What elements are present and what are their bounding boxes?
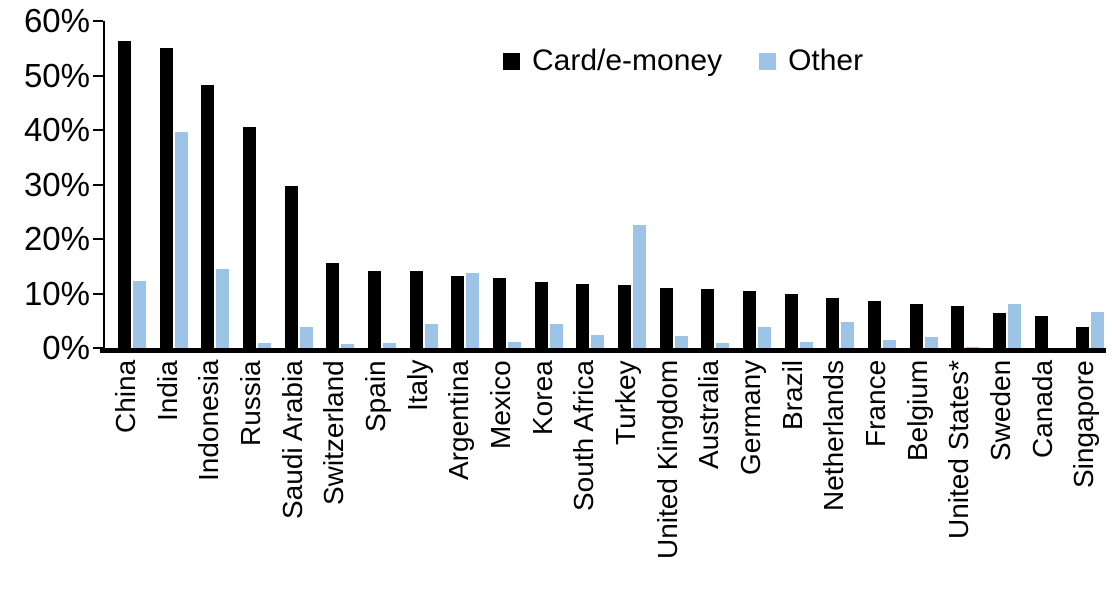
y-axis-tick-0 bbox=[93, 347, 103, 349]
x-axis-label-india: India bbox=[151, 360, 183, 421]
y-axis bbox=[103, 21, 105, 353]
bar-card-e-money-spain bbox=[368, 270, 381, 348]
bar-card-e-money-mexico bbox=[493, 277, 506, 348]
x-axis-label-netherlands: Netherlands bbox=[818, 360, 850, 511]
bar-other-argentina bbox=[466, 273, 480, 348]
x-axis-label-brazil: Brazil bbox=[776, 359, 808, 430]
bar-other-australia bbox=[716, 343, 730, 348]
y-axis-label-30: 30% bbox=[23, 165, 90, 203]
bar-other-brazil bbox=[799, 342, 813, 348]
bar-card-e-money-china bbox=[118, 41, 131, 348]
x-axis-label-germany: Germany bbox=[734, 359, 766, 475]
bar-other-sweden bbox=[1008, 304, 1021, 348]
bar-card-e-money-indonesia bbox=[201, 84, 215, 348]
bar-card-e-money-korea bbox=[534, 282, 548, 348]
bar-other-united-kingdom bbox=[674, 335, 688, 348]
bar-other-belgium bbox=[924, 336, 938, 348]
bar-other-saudi-arabia bbox=[299, 326, 313, 348]
bar-card-e-money-france bbox=[868, 301, 881, 348]
y-axis-tick-50 bbox=[93, 74, 103, 77]
legend-label-other: Other bbox=[788, 44, 864, 77]
y-axis-label-50: 50% bbox=[23, 56, 90, 94]
bar-card-e-money-switzerland bbox=[326, 263, 340, 348]
x-axis-label-united-states: United States* bbox=[943, 360, 975, 539]
x-axis-label-china: China bbox=[109, 359, 141, 433]
x-axis-label-italy: Italy bbox=[401, 359, 433, 411]
bar-other-mexico bbox=[508, 341, 521, 348]
y-axis-tick-40 bbox=[93, 129, 103, 131]
bar-card-e-money-brazil bbox=[784, 293, 798, 348]
x-axis-label-saudi-arabia: Saudi Arabia bbox=[276, 360, 308, 519]
bar-other-india bbox=[174, 131, 188, 348]
x-axis bbox=[100, 348, 1106, 353]
x-axis-label-australia: Australia bbox=[693, 360, 725, 469]
bar-card-e-money-australia bbox=[701, 289, 715, 348]
bar-card-e-money-belgium bbox=[909, 303, 923, 348]
bar-other-china bbox=[133, 281, 146, 348]
legend: Card/e-money Other bbox=[503, 44, 863, 78]
bar-other-france bbox=[883, 340, 896, 348]
bar-card-e-money-united-states bbox=[951, 305, 965, 348]
x-axis-label-spain: Spain bbox=[359, 360, 391, 432]
card-e-money-swatch-icon bbox=[503, 52, 520, 70]
bar-card-e-money-canada bbox=[1034, 315, 1048, 348]
x-axis-label-korea: Korea bbox=[526, 360, 558, 435]
bar-card-e-money-russia bbox=[243, 127, 256, 348]
bar-card-e-money-argentina bbox=[451, 275, 465, 348]
x-axis-label-canada: Canada bbox=[1026, 359, 1058, 458]
bar-other-united-states bbox=[966, 346, 980, 348]
x-axis-label-sweden: Sweden bbox=[984, 359, 1016, 461]
bar-card-e-money-india bbox=[159, 48, 173, 349]
bar-other-indonesia bbox=[216, 269, 230, 348]
bar-other-south-africa bbox=[591, 334, 605, 348]
bar-other-spain bbox=[383, 343, 396, 348]
bar-other-netherlands bbox=[841, 322, 855, 348]
x-axis-label-singapore: Singapore bbox=[1068, 360, 1100, 488]
other-swatch-icon bbox=[759, 52, 777, 70]
bar-card-e-money-turkey bbox=[618, 285, 631, 348]
bar-card-e-money-germany bbox=[743, 290, 756, 348]
bar-other-singapore bbox=[1091, 312, 1105, 348]
x-axis-label-belgium: Belgium bbox=[901, 359, 933, 461]
y-axis-label-20: 20% bbox=[23, 220, 90, 257]
bar-other-italy bbox=[424, 323, 438, 348]
y-axis-label-60: 60% bbox=[23, 2, 90, 39]
bar-card-e-money-singapore bbox=[1076, 327, 1090, 348]
bar-card-e-money-saudi-arabia bbox=[284, 185, 298, 348]
bar-card-e-money-sweden bbox=[993, 313, 1006, 348]
x-axis-label-south-africa: South Africa bbox=[568, 360, 600, 511]
x-axis-label-france: France bbox=[859, 359, 891, 447]
legend-item-other: Other bbox=[759, 44, 863, 78]
bar-other-korea bbox=[549, 323, 563, 348]
x-axis-label-switzerland: Switzerland bbox=[318, 360, 350, 505]
bar-other-switzerland bbox=[341, 344, 355, 348]
x-axis-label-united-kingdom: United Kingdom bbox=[651, 359, 683, 559]
x-axis-label-indonesia: Indonesia bbox=[193, 359, 225, 481]
y-axis-tick-60 bbox=[93, 20, 103, 22]
y-axis-tick-10 bbox=[93, 292, 103, 295]
legend-label-card-e-money: Card/e-money bbox=[532, 44, 723, 77]
bar-other-turkey bbox=[633, 225, 646, 348]
x-axis-label-turkey: Turkey bbox=[609, 360, 641, 445]
legend-item-card-e-money: Card/e-money bbox=[503, 44, 722, 78]
bar-card-e-money-united-kingdom bbox=[659, 288, 673, 349]
y-axis-tick-20 bbox=[93, 238, 103, 240]
bar-card-e-money-netherlands bbox=[826, 297, 840, 348]
x-axis-label-russia: Russia bbox=[234, 360, 266, 446]
bar-other-russia bbox=[258, 343, 271, 348]
y-axis-label-10: 10% bbox=[23, 274, 90, 312]
x-axis-label-argentina: Argentina bbox=[443, 360, 475, 480]
y-axis-tick-30 bbox=[93, 183, 103, 186]
bar-card-e-money-south-africa bbox=[576, 284, 590, 348]
bar-other-germany bbox=[758, 326, 771, 348]
x-axis-label-mexico: Mexico bbox=[484, 360, 516, 449]
bar-card-e-money-italy bbox=[409, 271, 423, 348]
y-axis-label-0: 0% bbox=[42, 329, 90, 366]
y-axis-label-40: 40% bbox=[23, 111, 90, 148]
